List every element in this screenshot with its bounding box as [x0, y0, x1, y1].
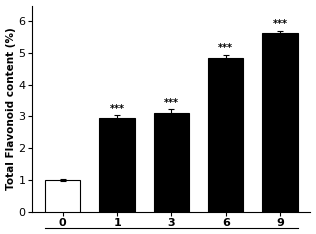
Bar — [154, 113, 189, 212]
Text: ***: *** — [110, 104, 125, 114]
Bar — [208, 58, 243, 212]
Bar — [263, 33, 298, 212]
Y-axis label: Total Flavonoid content (%): Total Flavonoid content (%) — [6, 27, 15, 190]
Text: ***: *** — [164, 98, 179, 108]
Bar — [100, 118, 135, 212]
Bar — [45, 180, 80, 212]
Text: ***: *** — [273, 19, 288, 29]
Text: ***: *** — [218, 43, 233, 53]
